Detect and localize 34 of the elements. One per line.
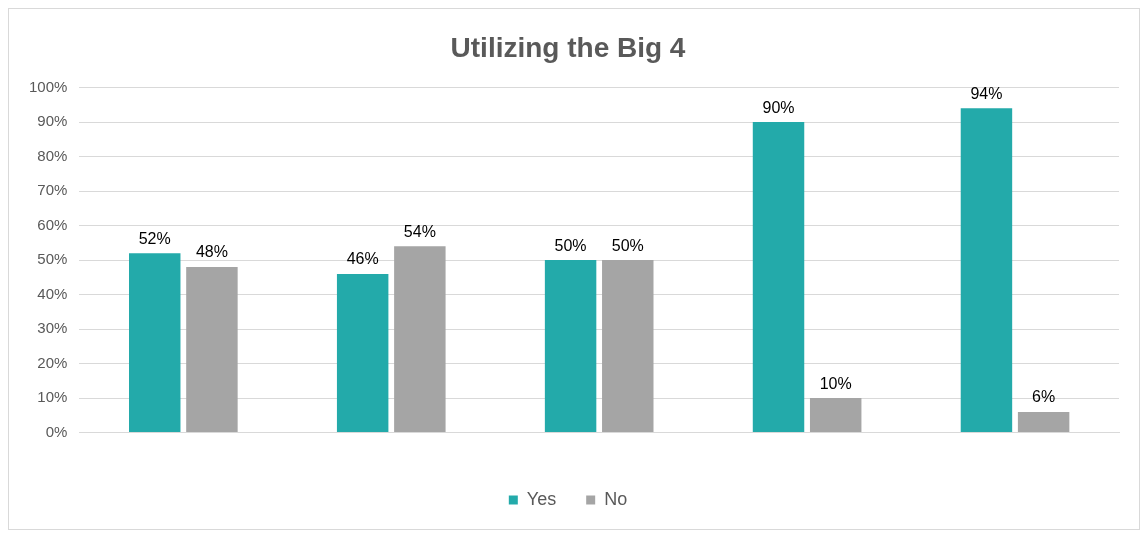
y-tick-label: 100% [28, 77, 68, 95]
y-tick-label: 20% [37, 353, 68, 371]
data-label: 94% [970, 84, 1003, 102]
bar [394, 246, 446, 433]
y-tick-label: 30% [37, 319, 68, 337]
legend-label: Yes [526, 488, 557, 509]
data-label: 46% [346, 250, 379, 268]
bar [752, 122, 805, 433]
y-tick-label: 60% [37, 215, 68, 233]
chart-title: Utilizing the Big 4 [450, 31, 686, 63]
data-label: 48% [195, 243, 228, 261]
bar [129, 253, 181, 433]
y-tick-label: 80% [37, 146, 68, 164]
legend-label: No [604, 488, 628, 509]
y-tick-label: 50% [37, 250, 68, 268]
bar [809, 398, 862, 433]
bar [602, 260, 654, 433]
bar [336, 273, 389, 433]
bar [960, 108, 1013, 433]
y-tick-label: 90% [37, 112, 68, 130]
data-label: 52% [138, 229, 171, 247]
y-tick-label: 40% [37, 284, 68, 302]
y-tick-label: 10% [37, 388, 68, 406]
bar [544, 260, 597, 433]
data-label: 90% [762, 98, 795, 116]
data-label: 10% [819, 374, 852, 392]
bar [1017, 411, 1070, 433]
data-label: 50% [611, 236, 644, 254]
data-label: 54% [403, 222, 436, 240]
y-tick-label: 70% [37, 181, 68, 199]
data-label: 6% [1032, 388, 1056, 406]
data-label: 50% [554, 236, 587, 254]
y-tick-label: 0% [45, 422, 68, 440]
bar [186, 267, 238, 433]
